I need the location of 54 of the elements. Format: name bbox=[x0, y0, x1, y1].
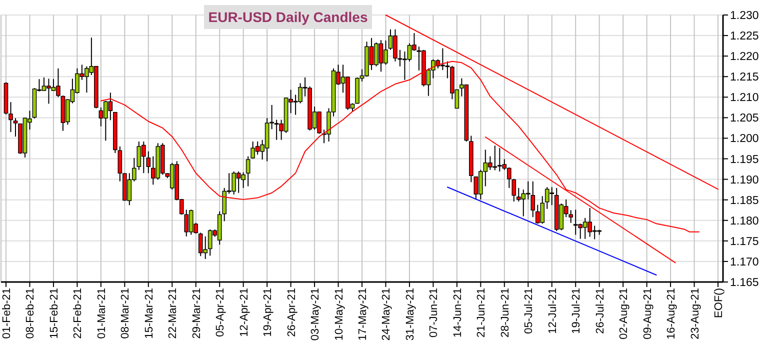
candlestick bbox=[568, 210, 574, 224]
y-tick-label: 1.200 bbox=[730, 133, 759, 146]
x-tick-label: 01-Mar-21 bbox=[96, 288, 108, 339]
x-tick-label: EOF() bbox=[713, 288, 725, 318]
x-tick-label: 05-Apr-21 bbox=[214, 288, 227, 337]
x-tick-label: 24-May-21 bbox=[380, 288, 393, 341]
chart-title: EUR-USD Daily Candles bbox=[208, 9, 368, 25]
x-tick-label: 12-Jul-21 bbox=[546, 288, 559, 334]
candlestick bbox=[146, 150, 151, 174]
y-tick-label: 1.170 bbox=[730, 256, 759, 268]
x-tick-label: 22-Feb-21 bbox=[72, 288, 84, 339]
x-tick-label: 15-Feb-21 bbox=[48, 288, 60, 339]
x-tick-label: 09-Aug-21 bbox=[642, 288, 654, 340]
x-tick-label: 01-Feb-21 bbox=[1, 288, 13, 339]
y-tick-label: 1.195 bbox=[730, 154, 759, 166]
x-tick-label: 28-Jun-21 bbox=[499, 288, 512, 338]
y-tick-label: 1.215 bbox=[730, 72, 759, 84]
x-tick-label: 22-Mar-21 bbox=[167, 288, 180, 339]
candlestick bbox=[13, 118, 18, 138]
x-tick-label: 26-Apr-21 bbox=[286, 288, 298, 337]
y-tick-label: 1.180 bbox=[730, 215, 759, 228]
y-tick-label: 1.175 bbox=[730, 236, 759, 248]
x-tick-label: 02-Aug-21 bbox=[618, 288, 630, 340]
x-tick-label: 14-Jun-21 bbox=[452, 288, 464, 338]
y-tick-label: 1.185 bbox=[730, 194, 759, 207]
y-tick-label: 1.230 bbox=[730, 10, 759, 22]
candlestick bbox=[530, 180, 536, 218]
x-tick-label: 16-Aug-21 bbox=[666, 288, 678, 340]
y-tick-label: 1.210 bbox=[730, 92, 759, 104]
candlestick bbox=[246, 156, 250, 187]
x-tick-label: 03-May-21 bbox=[310, 288, 322, 341]
x-tick-label: 29-Mar-21 bbox=[190, 288, 203, 339]
candlestick bbox=[8, 102, 13, 133]
y-tick-label: 1.165 bbox=[730, 277, 759, 289]
y-tick-label: 1.220 bbox=[730, 51, 759, 64]
x-tick-label: 21-Jun-21 bbox=[476, 288, 488, 338]
x-tick-label: 26-Jul-21 bbox=[594, 288, 606, 334]
x-tick-label: 31-May-21 bbox=[404, 288, 416, 341]
x-tick-label: 23-Aug-21 bbox=[689, 288, 702, 340]
x-tick-label: 17-May-21 bbox=[357, 288, 369, 341]
x-tick-label: 10-May-21 bbox=[333, 288, 346, 341]
x-tick-label: 19-Jul-21 bbox=[570, 288, 583, 334]
x-tick-label: 15-Mar-21 bbox=[143, 288, 156, 339]
x-tick-label: 08-Feb-21 bbox=[24, 288, 37, 339]
x-tick-label: 12-Apr-21 bbox=[238, 288, 250, 337]
candlestick bbox=[512, 178, 516, 202]
y-tick-label: 1.190 bbox=[730, 174, 759, 186]
y-tick-label: 1.225 bbox=[730, 30, 759, 43]
candlestick bbox=[506, 166, 512, 188]
x-tick-label: 05-Jul-21 bbox=[523, 288, 536, 334]
x-tick-label: 19-Apr-21 bbox=[262, 288, 274, 337]
x-tick-label: 07-Jun-21 bbox=[428, 288, 440, 338]
x-tick-label: 08-Mar-21 bbox=[120, 288, 132, 339]
y-tick-label: 1.205 bbox=[730, 112, 759, 125]
